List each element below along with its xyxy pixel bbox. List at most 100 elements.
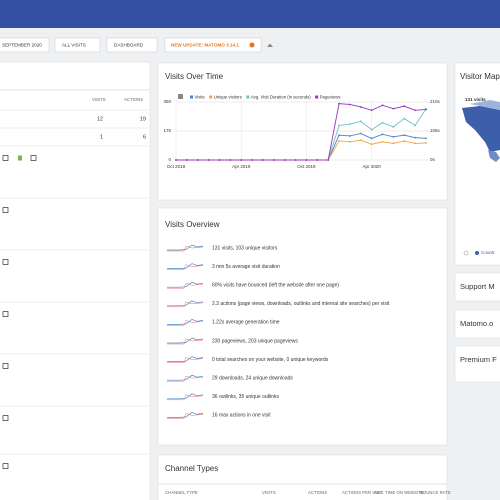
series-point: [392, 125, 395, 128]
series-point: [359, 139, 362, 142]
dashboard-label: DASHBOARD: [114, 43, 144, 48]
legend-swatch: [246, 95, 250, 99]
series-point: [196, 159, 199, 161]
legend-swatch: [209, 95, 213, 99]
series-point: [425, 142, 427, 144]
sparkline-2: [167, 375, 204, 382]
top-bar: [0, 0, 500, 28]
dashboard-button[interactable]: [106, 37, 158, 53]
series-point: [229, 159, 232, 161]
series-point: [294, 159, 297, 161]
series-point: [218, 159, 221, 161]
overview-title: Visits Overview: [165, 220, 220, 229]
col-header: ACTIONS: [124, 97, 143, 102]
side-card-title: Support M: [460, 282, 495, 291]
series-line: [176, 103, 427, 161]
series-point: [349, 140, 351, 143]
sparkline: [167, 393, 204, 400]
zoom-icon[interactable]: [463, 250, 469, 256]
row-icon: [2, 155, 9, 161]
series-point: [349, 103, 351, 106]
period-button[interactable]: [0, 37, 50, 53]
series-point: [403, 105, 406, 108]
overview-list: 131 visits, 103 unique visitors 3 min 5s …: [167, 244, 390, 419]
series-point: [359, 120, 362, 123]
series-point: [392, 135, 395, 138]
cell: 12: [97, 116, 103, 122]
sparkline: [167, 319, 204, 325]
series-point: [370, 109, 373, 112]
overview-item: 0 total searches on your website, 0 uniq…: [212, 357, 329, 363]
visits-overview-card: [157, 207, 448, 446]
sparkline: [167, 263, 204, 269]
legend-label: Avg. Visit Duration (in seconds): [251, 94, 311, 99]
y-tick-label: 0: [168, 157, 171, 162]
y-tick-label: 350: [163, 99, 171, 104]
series-point: [414, 109, 417, 112]
update-button[interactable]: [164, 37, 262, 53]
series-point: [359, 106, 362, 108]
overview-item: 60% visits have bounced (left the websit…: [212, 283, 339, 289]
series-point: [327, 159, 330, 161]
left-panel: [0, 61, 151, 500]
col-header: VISITS: [92, 97, 106, 102]
series-point: [185, 159, 188, 161]
legend-label: Visits: [195, 94, 205, 99]
series-point: [403, 140, 406, 142]
overview-item: 29 downloads, 24 unique downloads: [212, 376, 293, 382]
series-point: [414, 124, 417, 127]
series-point: [207, 159, 210, 161]
row-icon: [18, 155, 22, 161]
row-icon: [2, 463, 9, 469]
series-point: [272, 159, 275, 161]
y2-tick-label: 0s: [430, 157, 436, 162]
sparkline-2: [167, 282, 204, 289]
series-point: [262, 159, 264, 161]
series-point: [338, 124, 340, 127]
map-visits: 131 visits: [465, 97, 486, 102]
x-tick-label: Apr 2019: [232, 164, 251, 169]
map-footer: Countr: [481, 250, 495, 255]
series-point: [381, 133, 384, 136]
x-tick-label: Oct 2018: [167, 164, 186, 169]
row-icon: [2, 363, 9, 369]
series-point: [338, 102, 340, 105]
home-icon[interactable]: [267, 43, 273, 48]
sparkline-2: [167, 245, 204, 252]
update-icon: [249, 42, 255, 48]
series-point: [381, 140, 384, 143]
col-header: ACTIONS PER VISIT: [342, 490, 383, 495]
series-point: [338, 140, 340, 142]
sparkline: [167, 300, 204, 307]
row-icon: [2, 415, 9, 421]
series-point: [359, 132, 362, 135]
series-point: [251, 159, 253, 161]
y2-tick-label: 210s: [430, 99, 441, 104]
col-header: ACTIONS: [308, 490, 327, 495]
series-point: [370, 137, 373, 140]
series-point: [381, 121, 384, 124]
update-label: NEW UPDATE: MATOMO 3.14.1: [171, 43, 239, 48]
sparkline: [167, 412, 204, 418]
visitor-map-card: [454, 62, 500, 266]
segment-button[interactable]: [54, 37, 101, 53]
overview-item: 230 pageviews, 203 unique pageviews: [212, 338, 298, 344]
series-point: [381, 104, 384, 107]
series-point: [338, 134, 340, 137]
legend-label: Pageviews: [320, 94, 341, 99]
left-rows: 12 19 1 6: [0, 109, 150, 469]
series-point: [392, 142, 395, 145]
legend-label: Unique visitors: [214, 94, 242, 99]
side-card: [454, 272, 500, 302]
sparkline-2: [167, 264, 204, 270]
sparkline: [167, 356, 204, 362]
cell: 19: [140, 116, 146, 122]
series-point: [403, 134, 406, 137]
series-point: [414, 136, 417, 139]
sparkline-2: [167, 413, 204, 419]
legend-swatch: [190, 95, 193, 99]
sparkline-2: [167, 394, 204, 400]
x-tick-label: Apr 2020: [363, 164, 382, 169]
y-tick-label: 175: [163, 128, 171, 133]
